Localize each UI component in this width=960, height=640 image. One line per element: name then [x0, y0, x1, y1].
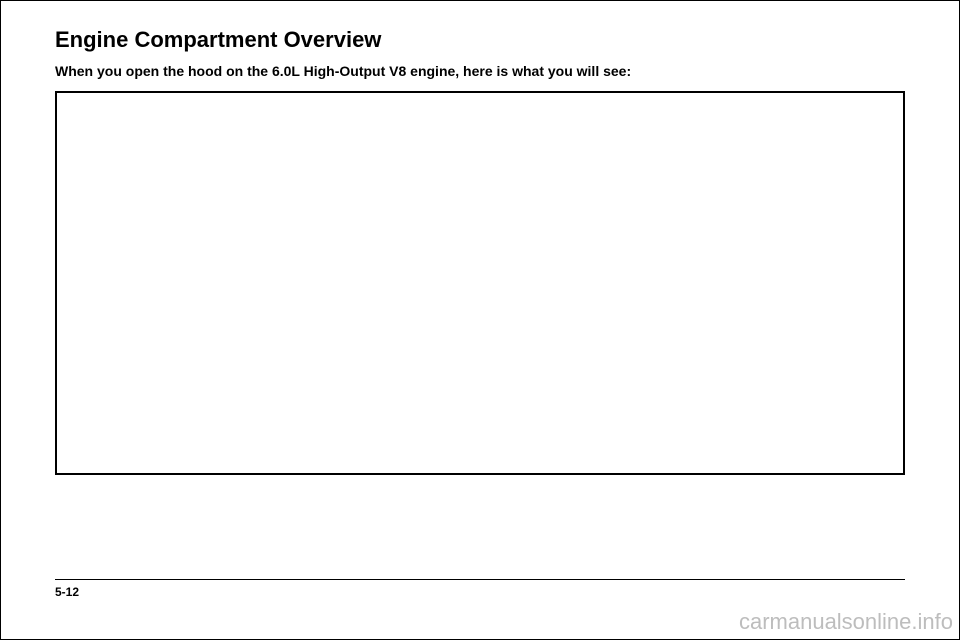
section-heading: Engine Compartment Overview: [55, 27, 905, 53]
content-area: Engine Compartment Overview When you ope…: [1, 1, 959, 475]
page-container: Engine Compartment Overview When you ope…: [0, 0, 960, 640]
footer-rule: [55, 579, 905, 580]
page-number: 5-12: [55, 585, 79, 599]
figure-placeholder: [55, 91, 905, 475]
intro-text: When you open the hood on the 6.0L High-…: [55, 63, 905, 79]
watermark-text: carmanualsonline.info: [739, 609, 953, 635]
